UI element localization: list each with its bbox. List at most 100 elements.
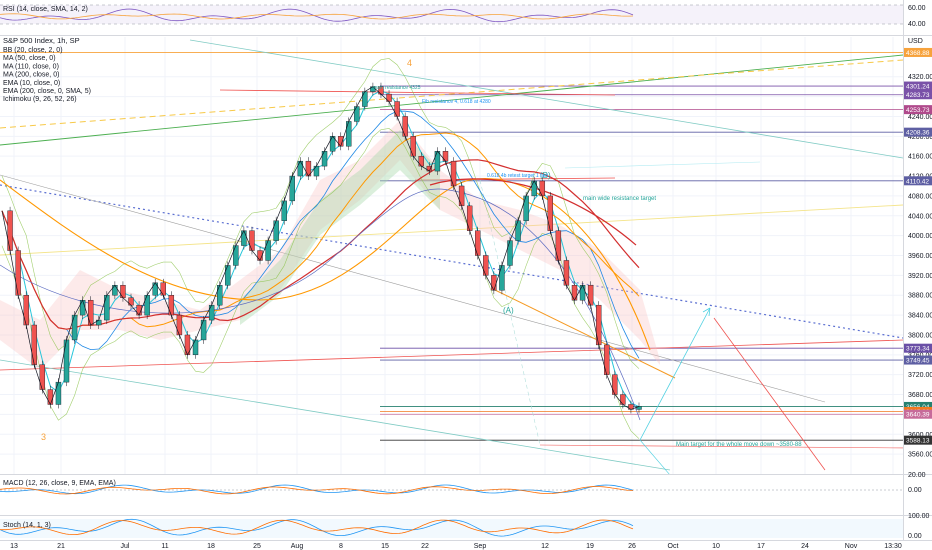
time-tick-19: 13:30: [884, 543, 902, 550]
red-short-level-2: [414, 177, 616, 181]
legend-item-6: Ichimoku (9, 26, 52, 26): [3, 96, 77, 103]
price-tag-text-1: 4301.24: [906, 84, 930, 91]
stoch-tick-100: 100.00: [908, 513, 930, 520]
candle-body-45: [362, 91, 368, 107]
macd-pane[interactable]: MACD (12, 26, close, 9, EMA, EMA) 20.00 …: [0, 472, 926, 495]
price-tag-bg-2: [904, 90, 932, 100]
cloud-green-area: [240, 130, 440, 325]
time-tick-12: 19: [586, 543, 594, 550]
candle-body-10: [79, 299, 86, 316]
annotation-8: Main target for the whole move down ~358…: [676, 442, 802, 448]
time-tick-6: Aug: [291, 543, 304, 550]
grey-trendline: [0, 174, 826, 403]
price-tag-bg-5: [904, 176, 932, 186]
up-arrow-head: [702, 307, 711, 317]
candle-body-11: [87, 299, 94, 326]
candle-body-37: [297, 160, 304, 177]
candle-body-33: [265, 240, 271, 261]
candle-body-61: [491, 275, 497, 291]
time-tick-11: 12: [541, 543, 549, 550]
ma-200: [1, 159, 640, 330]
price-tag-bg-3: [904, 105, 932, 115]
chart-title: S&P 500 Index, 1h, SP: [3, 36, 80, 45]
price-tick-3840: 3840.00: [908, 313, 932, 320]
projection-line: [479, 179, 541, 446]
candle-body-25: [200, 319, 207, 341]
candle-body-67: [539, 180, 545, 197]
price-tick-3600: 3600.00: [908, 432, 932, 439]
time-tick-1: 21: [57, 543, 65, 550]
candle-body-50: [402, 116, 408, 137]
candle-body-6: [47, 389, 54, 405]
time-tick-16: 17: [757, 543, 765, 550]
stoch-tick-0: 0.00: [908, 533, 922, 540]
up-arrow-shaft: [639, 307, 711, 441]
rsi-ma-line: [0, 13, 634, 20]
time-tick-2: Jul: [121, 543, 130, 550]
price-tick-3800: 3800.00: [908, 332, 932, 339]
time-axis[interactable]: 13 21 Jul 11 18 25 Aug 8 15 22 Sep 12 19 26 Oct 10 17 24 N…: [10, 543, 902, 550]
annotation-1: 3: [41, 432, 46, 442]
rsi-pane[interactable]: RSI (14, close, SMA, 14, 2) 60.00 40.00: [0, 4, 926, 28]
stoch-label: Stoch (14, 1, 3): [3, 522, 51, 529]
price-tick-3680: 3680.00: [908, 392, 932, 399]
price-tag-text-6: 3773.34: [906, 346, 930, 353]
price-tag-bg-11: [904, 435, 932, 445]
annotation-6: 0.618 4b retest target 1 fact: [487, 173, 549, 179]
candle-body-49: [394, 101, 400, 117]
lower-projection: [639, 439, 670, 474]
macd-tick-0: 0.00: [908, 487, 922, 494]
candle-body-43: [346, 121, 352, 147]
candle-body-59: [475, 230, 481, 256]
candle-body-51: [410, 136, 416, 157]
candle-body-9: [71, 314, 78, 341]
candle-body-72: [579, 285, 586, 301]
ma-200-tail: [429, 178, 637, 246]
candle-body-27: [217, 285, 223, 306]
price-tag-3749.45: 3749.45: [904, 355, 932, 365]
macd-tick-20: 20.00: [908, 472, 926, 479]
stoch-band: [0, 519, 903, 538]
cloud-red-area: [0, 120, 660, 370]
candle-body-13: [104, 295, 110, 321]
chart-annotations: 4 3 (A) (B) main resistance 4325 Fib resistan…: [41, 58, 802, 448]
annotation-3: (B): [540, 171, 551, 180]
ma-50: [1, 110, 640, 359]
candle-body-8: [63, 339, 70, 383]
ema-200: [0, 178, 651, 351]
stoch-pane[interactable]: Stoch (14, 1, 3) 100.00 0.00: [0, 513, 930, 540]
candle-body-36: [289, 175, 295, 202]
price-tag-bg-7: [904, 355, 932, 365]
candle-body-31: [249, 230, 255, 251]
candle-body-64: [515, 220, 521, 241]
price-tag-4283.73: 4283.73: [904, 90, 932, 100]
annotation-7: main wide resistance target: [583, 196, 656, 202]
price-tag-text-11: 3588.13: [906, 438, 930, 445]
macd-label: MACD (12, 26, close, 9, EMA, EMA): [3, 480, 116, 487]
candle-body-28: [225, 265, 231, 286]
price-tick-4200: 4200.00: [908, 134, 932, 141]
candle-body-20: [160, 282, 166, 296]
candle-body-62: [499, 265, 505, 291]
price-tick-3960: 3960.00: [908, 253, 932, 260]
price-tick-4080: 4080.00: [908, 193, 932, 200]
time-tick-15: 10: [712, 543, 720, 550]
candle-body-70: [563, 260, 570, 286]
candle-body-69: [555, 230, 562, 261]
price-tag-3640.39: 3640.39: [904, 409, 932, 419]
candle-body-77: [620, 394, 626, 405]
price-tag-3588.13: 3588.13: [904, 435, 932, 445]
teal-channel-upper: [189, 39, 903, 159]
candle-body-15: [120, 285, 126, 298]
legend-item-4: EMA (10, close, 0): [3, 80, 60, 87]
annotation-4: main resistance 4325: [373, 85, 421, 91]
legend-item-0: BB (20, close, 2, 0): [3, 47, 63, 54]
candle-body-3: [23, 295, 29, 326]
red-short-level: [219, 89, 616, 96]
main-price-pane[interactable]: 3560.003600.003640.003680.003720.003760.…: [0, 36, 932, 475]
candle-body-4: [31, 324, 37, 365]
candle-body-35: [281, 200, 287, 221]
candle-body-56: [450, 160, 457, 187]
